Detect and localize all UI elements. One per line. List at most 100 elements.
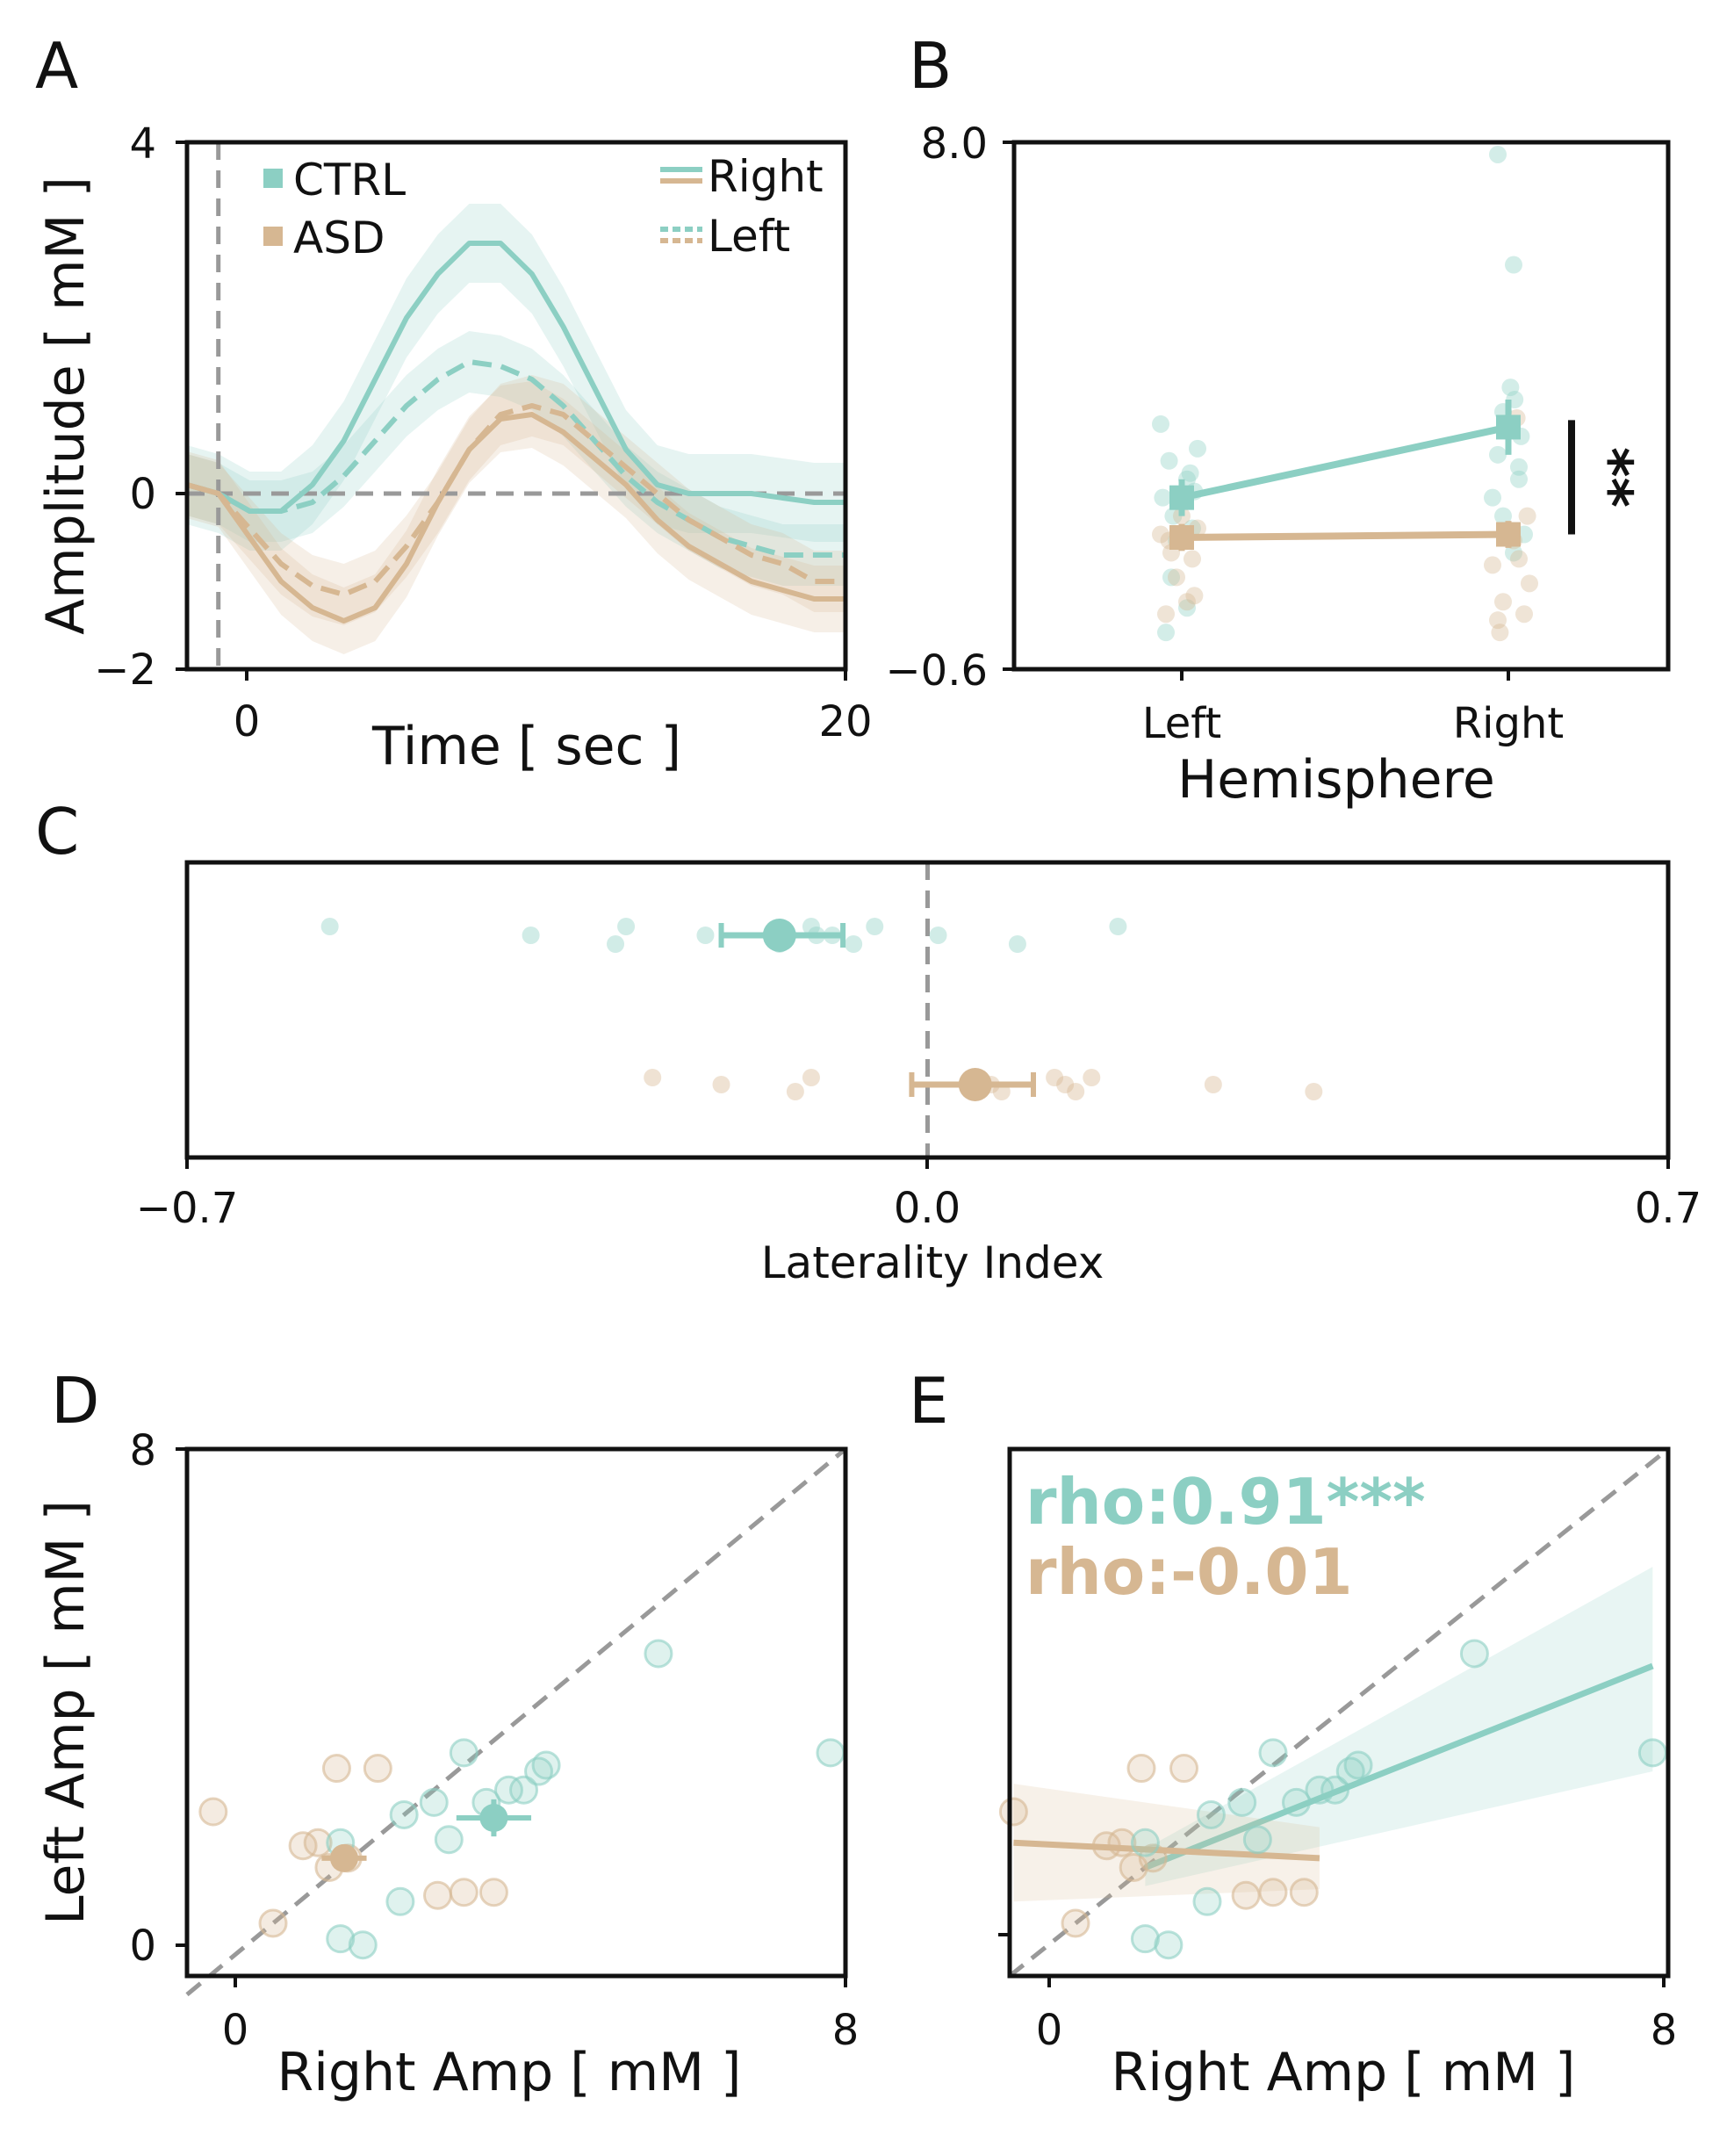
asd-hemisphere-point (1489, 611, 1507, 630)
panel-a-ytick-neg2: −2 (94, 645, 156, 695)
panel-d-frame (184, 1446, 848, 1979)
panel-d-ytick-0: 0 (129, 1922, 156, 1971)
asd-subject-point (1169, 1754, 1199, 1784)
asd-hemisphere-point (1518, 507, 1536, 525)
ctrl-mean-line (1181, 423, 1509, 501)
asd-fit-ci-band (1013, 1784, 1320, 1902)
ctrl-subject-point (816, 1738, 845, 1768)
ctrl-laterality-point (845, 935, 863, 953)
panel-e-xlabel: Right Amp [ mM ] (1112, 2042, 1576, 2103)
ctrl-hemisphere-point (1154, 488, 1172, 507)
ctrl-mean-marker (1496, 415, 1521, 440)
asd-mean-point (329, 1843, 358, 1872)
panel-c-xtick-min: −0.7 (136, 1184, 239, 1233)
ctrl-subject-point (1130, 1828, 1160, 1857)
panel-c-xtick-max: 0.7 (1635, 1184, 1702, 1233)
asd-laterality-point (1046, 1069, 1064, 1086)
panel-e-frame (1007, 1446, 1671, 1979)
panel-a-lines (186, 241, 845, 624)
ctrl-laterality-point (866, 918, 884, 935)
ctrl-subject-point (1281, 1787, 1311, 1817)
rho-ctrl-annotation: rho:0.91*** (1025, 1465, 1426, 1539)
ctrl-subject-point (1320, 1775, 1350, 1805)
panel-b-xlabel: Hemisphere (1177, 749, 1495, 811)
ctrl-laterality-point (320, 918, 339, 935)
panel-a-xtick-20: 20 (818, 697, 872, 746)
series-ctrl-left (186, 359, 845, 558)
ctrl-hemisphere-point (1160, 451, 1178, 470)
panel-letter-e: E (909, 1364, 949, 1438)
panel-d-xlabel: Right Amp [ mM ] (277, 2042, 742, 2103)
ctrl-subject-point (449, 1738, 478, 1768)
ctrl-hemisphere-point (1501, 379, 1520, 397)
panel-e-xtick-0: 0 (1036, 2006, 1063, 2055)
legend-asd-swatch (263, 227, 283, 246)
rho-asd-annotation: rho:-0.01 (1025, 1535, 1353, 1609)
ctrl-subject-point (509, 1775, 539, 1805)
ctrl-hemisphere-point (1157, 624, 1175, 642)
panel-c: −0.7 0.0 0.7 Laterality Index (136, 860, 1702, 1288)
panel-d-identity-line (185, 1447, 847, 1997)
series-asd-right (186, 412, 845, 624)
asd-subject-point (258, 1908, 288, 1938)
panel-b-xtick-right: Right (1453, 699, 1564, 748)
panel-d-means (321, 1799, 532, 1872)
asd-laterality-point (1056, 1076, 1075, 1093)
ctrl-laterality-point (696, 927, 715, 944)
asd-subject-point (363, 1754, 392, 1784)
band-ctrl-left (187, 331, 845, 586)
asd-subject-point (423, 1880, 453, 1910)
ctrl-laterality-point (802, 918, 820, 935)
ctrl-laterality-point (522, 927, 540, 944)
asd-subject-point (998, 1797, 1028, 1827)
asd-laterality-mean (958, 1068, 992, 1101)
asd-hemisphere-point (1494, 593, 1512, 611)
band-asd-right (187, 381, 845, 654)
ctrl-laterality-point (617, 918, 636, 935)
asd-hemisphere-point (1157, 605, 1175, 624)
panel-letter-b: B (909, 29, 952, 103)
ctrl-hemisphere-point (1505, 256, 1522, 274)
ctrl-laterality-point (929, 927, 947, 944)
ctrl-fit-ci-band (1145, 1567, 1653, 1886)
asd-mean-marker (1496, 522, 1521, 547)
ctrl-subject-point (1196, 1799, 1226, 1829)
ctrl-subject-point (644, 1639, 673, 1669)
ctrl-subject-point (1154, 1930, 1184, 1960)
ctrl-laterality-mean (762, 919, 796, 952)
panel-e-points (998, 1639, 1667, 1960)
panel-a-xtick-0: 0 (234, 697, 261, 746)
panel-a-ytick-0: 0 (129, 470, 156, 519)
ctrl-hemisphere-point (1189, 439, 1206, 458)
panel-b-ytick-top: 8.0 (921, 119, 988, 169)
panel-c-means (718, 919, 1036, 1101)
panel-c-xtick-zero: 0.0 (894, 1184, 961, 1233)
asd-laterality-point (1067, 1083, 1085, 1100)
ctrl-mean-marker (1169, 485, 1194, 510)
panel-a: 4 0 −2 0 20 Time [ sec ] Amplitude [ mM … (35, 119, 873, 777)
asd-subject-point (1126, 1754, 1156, 1784)
series-ctrl-right (186, 241, 845, 514)
asd-subject-point (1289, 1878, 1319, 1907)
panel-b-ytick-bottom: −0.6 (885, 646, 988, 696)
panel-a-xlabel: Time [ sec ] (371, 716, 681, 777)
asd-hemisphere-point (1168, 568, 1185, 587)
asd-subject-point (1061, 1908, 1090, 1938)
asd-subject-point (1138, 1843, 1168, 1873)
panel-b-points (1152, 145, 1538, 642)
panel-a-ytick-4: 4 (129, 119, 156, 169)
ctrl-subject-point (434, 1825, 464, 1855)
legend-ctrl-swatch (263, 169, 283, 188)
asd-laterality-point (1204, 1076, 1222, 1093)
ctrl-subject-point (1258, 1738, 1288, 1768)
asd-subject-point (449, 1878, 478, 1907)
series-asd-left (186, 403, 845, 597)
panel-d-ytick-8: 8 (129, 1426, 156, 1475)
ctrl-hemisphere-point (1494, 507, 1512, 525)
asd-mean-marker (1169, 525, 1194, 550)
asd-laterality-point (1305, 1083, 1323, 1100)
ctrl-hemisphere-point (1178, 599, 1196, 617)
asd-laterality-point (712, 1076, 730, 1093)
panel-letter-c: C (35, 795, 79, 869)
panel-d: 8 0 0 8 Right Amp [ mM ] Left Amp [ mM ] (35, 1426, 859, 2103)
